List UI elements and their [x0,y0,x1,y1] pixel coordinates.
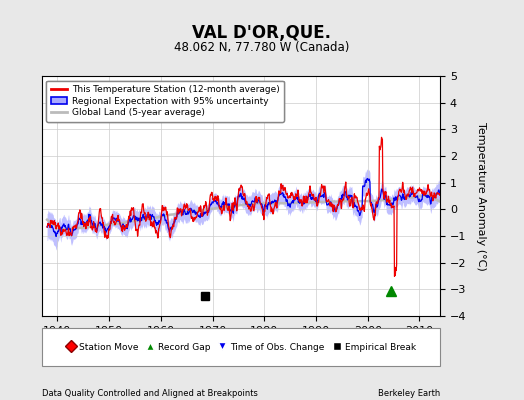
Text: Berkeley Earth: Berkeley Earth [378,389,440,398]
Legend: Station Move, Record Gap, Time of Obs. Change, Empirical Break: Station Move, Record Gap, Time of Obs. C… [63,340,419,354]
Text: 48.062 N, 77.780 W (Canada): 48.062 N, 77.780 W (Canada) [174,41,350,54]
Y-axis label: Temperature Anomaly (°C): Temperature Anomaly (°C) [476,122,486,270]
Text: Data Quality Controlled and Aligned at Breakpoints: Data Quality Controlled and Aligned at B… [42,389,258,398]
FancyBboxPatch shape [42,328,440,366]
Text: VAL D'OR,QUE.: VAL D'OR,QUE. [192,24,332,42]
Legend: This Temperature Station (12-month average), Regional Expectation with 95% uncer: This Temperature Station (12-month avera… [47,80,284,122]
